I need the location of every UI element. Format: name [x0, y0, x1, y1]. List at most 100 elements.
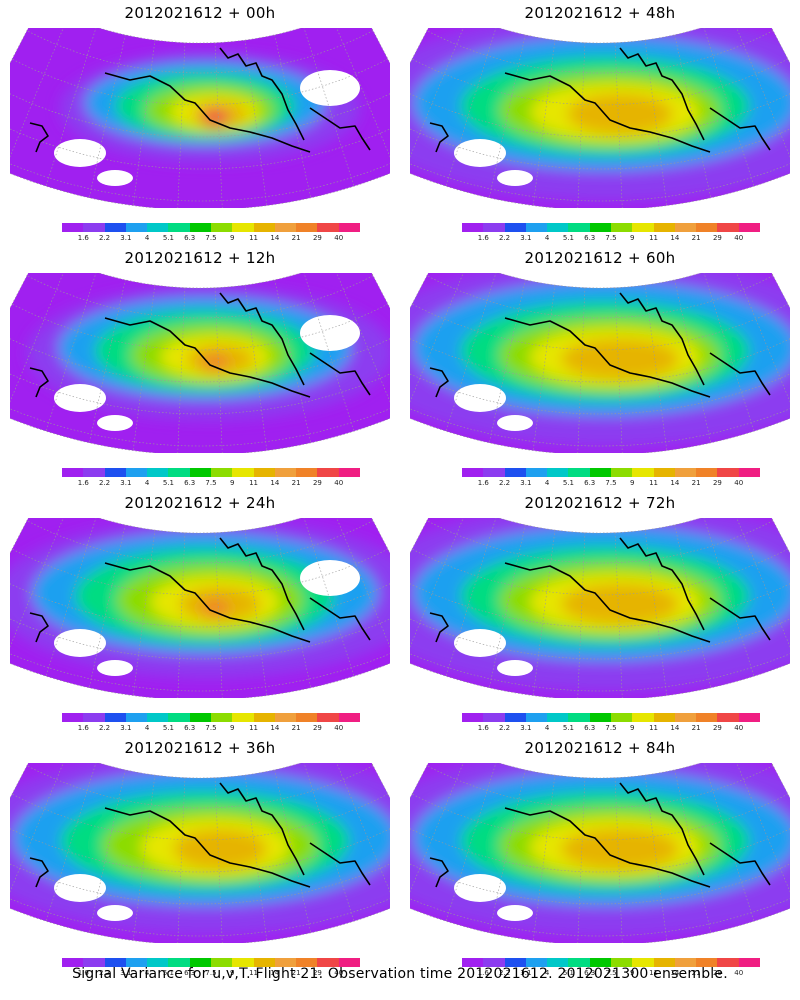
colorbar-tick-label: 40	[734, 969, 744, 977]
colorbar-swatch	[674, 468, 697, 477]
colorbar-tick-label: 4	[144, 969, 150, 977]
colorbar-swatch	[547, 713, 569, 722]
colorbar-swatch	[210, 713, 233, 722]
colorbar-swatch	[317, 468, 339, 477]
colorbar-swatch	[696, 468, 718, 477]
colorbar-swatch	[210, 468, 233, 477]
colorbar-swatch	[717, 958, 739, 967]
colorbar-swatch	[147, 468, 169, 477]
colorbar-swatch	[189, 468, 211, 477]
colorbar-swatch	[632, 468, 654, 477]
colorbar-swatch	[168, 713, 190, 722]
colorbar-tick-label: 4	[544, 234, 550, 242]
colorbar-labels: 1.6 2.2 3.1 4 5.1 6.3 7.5 9 11 14 21 29 40	[462, 479, 760, 489]
colorbar-tick-label: 3.1	[520, 969, 532, 977]
colorbar-swatch	[253, 958, 275, 967]
colorbar	[462, 223, 760, 232]
colorbar-tick-label: 3.1	[120, 724, 132, 732]
panel-title: 2012021612 + 12h	[124, 249, 276, 267]
colorbar-swatch	[338, 713, 360, 722]
colorbar-swatch	[589, 713, 611, 722]
colorbar-tick-label: 40	[734, 479, 744, 487]
colorbar-tick-label: 5.1	[162, 969, 174, 977]
colorbar-tick-label: 11	[649, 969, 659, 977]
colorbar-tick-label: 40	[734, 234, 744, 242]
colorbar-swatch	[738, 223, 760, 232]
colorbar-tick-label: 5.1	[562, 479, 574, 487]
colorbar-swatch	[610, 223, 633, 232]
colorbar-tick-label: 14	[670, 969, 680, 977]
colorbar-swatch	[147, 713, 169, 722]
colorbar	[62, 958, 360, 967]
colorbar-swatch	[253, 713, 275, 722]
colorbar-labels: 1.6 2.2 3.1 4 5.1 6.3 7.5 9 11 14 21 29 40	[462, 969, 760, 979]
colorbar-swatch	[568, 223, 590, 232]
colorbar-tick-label: 2.2	[498, 234, 511, 242]
colorbar-labels: 1.6 2.2 3.1 4 5.1 6.3 7.5 9 11 14 21 29 40	[62, 969, 360, 979]
colorbar-tick-label: 40	[734, 724, 744, 732]
colorbar-swatch	[147, 223, 169, 232]
colorbar-labels: 1.6 2.2 3.1 4 5.1 6.3 7.5 9 11 14 21 29 40	[62, 724, 360, 734]
colorbar	[462, 958, 760, 967]
colorbar	[62, 223, 360, 232]
colorbar-swatch	[653, 223, 675, 232]
colorbar-swatch	[104, 223, 126, 232]
colorbar-swatch	[104, 468, 126, 477]
colorbar-swatch	[104, 958, 126, 967]
colorbar-swatch	[696, 713, 718, 722]
colorbar-tick-label: 29	[712, 724, 722, 732]
colorbar-swatch	[62, 713, 84, 722]
colorbar-swatch	[83, 713, 105, 722]
colorbar-tick-label: 1.6	[77, 724, 89, 732]
colorbar-swatch	[83, 468, 105, 477]
polar-sector-map	[10, 763, 390, 943]
colorbar-tick-label: 2.2	[498, 724, 511, 732]
colorbar-tick-label: 14	[670, 724, 680, 732]
colorbar-tick-label: 4	[544, 479, 550, 487]
colorbar	[62, 713, 360, 722]
colorbar	[462, 713, 760, 722]
colorbar-tick-label: 21	[691, 724, 701, 732]
colorbar-tick-label: 11	[249, 234, 259, 242]
map-panel: 2012021612 + 72h 1.6 2.2 3.1 4 5.1 6.3 7.5 9 11 14…	[400, 490, 800, 735]
colorbar-swatch	[696, 223, 718, 232]
colorbar-swatch	[317, 958, 339, 967]
colorbar-swatch	[232, 223, 254, 232]
colorbar-tick-label: 9	[630, 479, 635, 487]
colorbar-tick-label: 21	[691, 234, 701, 242]
colorbar-tick-label: 29	[312, 234, 322, 242]
colorbar-tick-label: 3.1	[120, 479, 132, 487]
colorbar-tick-label: 7.5	[205, 234, 217, 242]
colorbar-swatch	[125, 223, 148, 232]
polar-sector-map	[410, 28, 790, 208]
colorbar-tick-label: 5.1	[162, 234, 174, 242]
colorbar-tick-label: 4	[144, 724, 150, 732]
colorbar-swatch	[483, 713, 505, 722]
colorbar-tick-label: 5.1	[162, 724, 174, 732]
colorbar-swatch	[274, 468, 297, 477]
colorbar-tick-label: 4	[544, 724, 550, 732]
colorbar-swatch	[83, 223, 105, 232]
colorbar-tick-label: 6.3	[184, 234, 196, 242]
colorbar-tick-label: 14	[670, 479, 680, 487]
colorbar-tick-label: 3.1	[120, 234, 132, 242]
colorbar-tick-label: 2.2	[98, 479, 111, 487]
colorbar-tick-label: 1.6	[477, 969, 489, 977]
colorbar-tick-label: 14	[270, 479, 280, 487]
colorbar-tick-label: 6.3	[584, 724, 596, 732]
map-panel: 2012021612 + 84h 1.6 2.2 3.1 4 5.1 6.3 7.5 9 11 14…	[400, 735, 800, 980]
colorbar-labels: 1.6 2.2 3.1 4 5.1 6.3 7.5 9 11 14 21 29 40	[462, 724, 760, 734]
colorbar-swatch	[568, 958, 590, 967]
panel-title: 2012021612 + 60h	[524, 249, 676, 267]
colorbar-tick-label: 14	[270, 234, 280, 242]
colorbar-swatch	[547, 468, 569, 477]
colorbar-swatch	[717, 713, 739, 722]
colorbar-tick-label: 6.3	[584, 969, 596, 977]
colorbar-tick-label: 1.6	[477, 234, 489, 242]
colorbar-tick-label: 21	[691, 969, 701, 977]
colorbar-tick-label: 7.5	[605, 479, 617, 487]
colorbar-swatch	[653, 713, 675, 722]
map-panel: 2012021612 + 48h 1.6 2.2 3.1 4 5.1 6.3 7.5 9 11 14…	[400, 0, 800, 245]
map-panel: 2012021612 + 24h 1.6 2.2 3.1 4 5.1 6.3 7.5 9 11 14…	[0, 490, 400, 735]
colorbar-swatch	[168, 223, 190, 232]
